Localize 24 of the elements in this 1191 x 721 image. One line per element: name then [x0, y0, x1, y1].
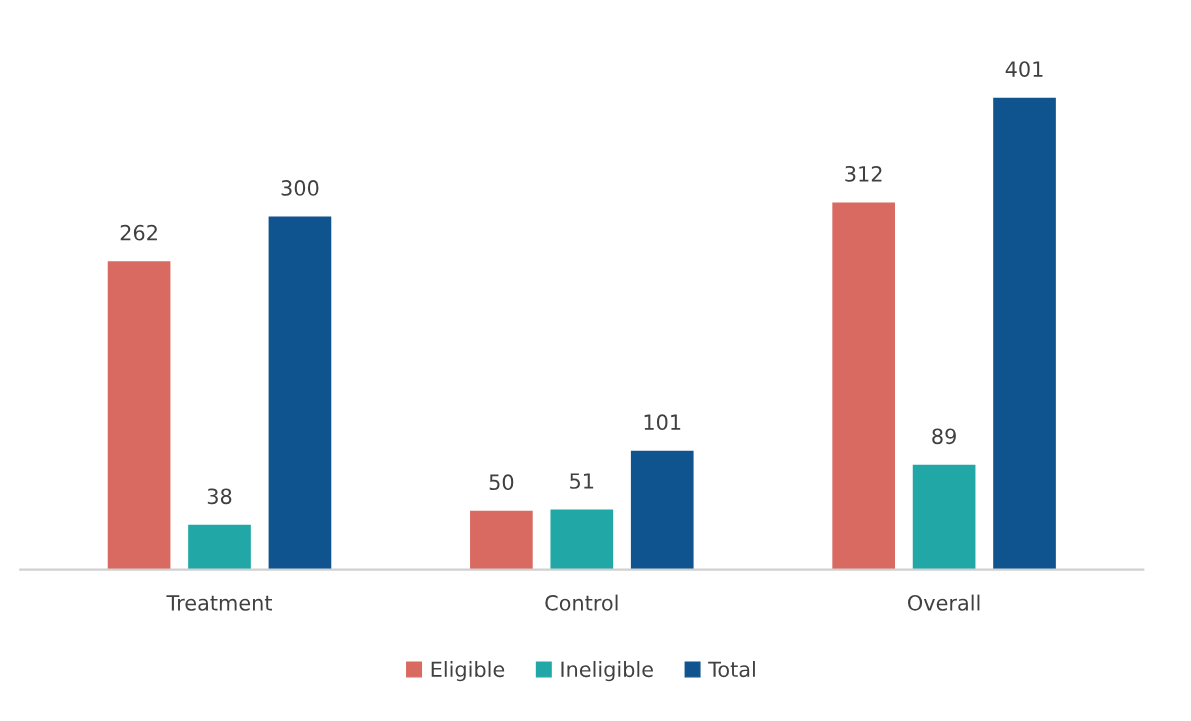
data-label: 51 [570, 473, 594, 489]
bar [630, 450, 694, 570]
data-label: 262 [120, 224, 157, 241]
data-label: 300 [281, 180, 319, 196]
data-label: 101 [644, 414, 681, 431]
data-label: 38 [207, 488, 232, 505]
x-tick-label: Overall [908, 594, 980, 611]
bar [107, 261, 171, 570]
bar [188, 524, 251, 570]
legend-label: Eligible [431, 661, 505, 682]
data-label: 50 [489, 474, 514, 491]
legend-label: Total [708, 661, 755, 678]
bar [470, 510, 533, 570]
bar [268, 216, 332, 570]
bar [993, 97, 1056, 570]
legend-label: Ineligible [561, 661, 653, 682]
data-label: 89 [932, 428, 956, 445]
data-label: 312 [845, 165, 882, 182]
bar [832, 202, 896, 570]
bar [912, 464, 976, 570]
x-tick-label: Control [545, 594, 618, 611]
bar [550, 509, 614, 570]
x-tick-label: Treatment [166, 595, 272, 611]
data-label: 401 [1005, 61, 1043, 77]
